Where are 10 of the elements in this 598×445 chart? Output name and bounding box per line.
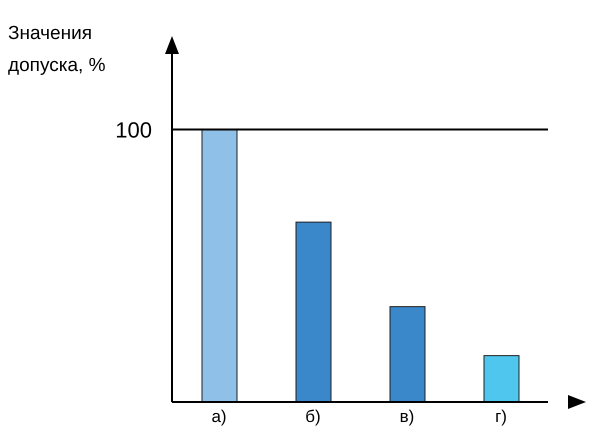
y-axis-title: Значения допуска, % — [8, 22, 106, 78]
x-tick-label: г) — [495, 407, 507, 426]
x-tick-label: а) — [211, 407, 227, 426]
bar — [484, 355, 520, 402]
x-tick-label: в) — [400, 407, 414, 426]
bar — [390, 306, 426, 402]
bar — [202, 128, 238, 402]
bar — [296, 222, 332, 402]
ref-line-label: 100 — [115, 117, 152, 142]
x-tick-label: б) — [305, 407, 321, 426]
